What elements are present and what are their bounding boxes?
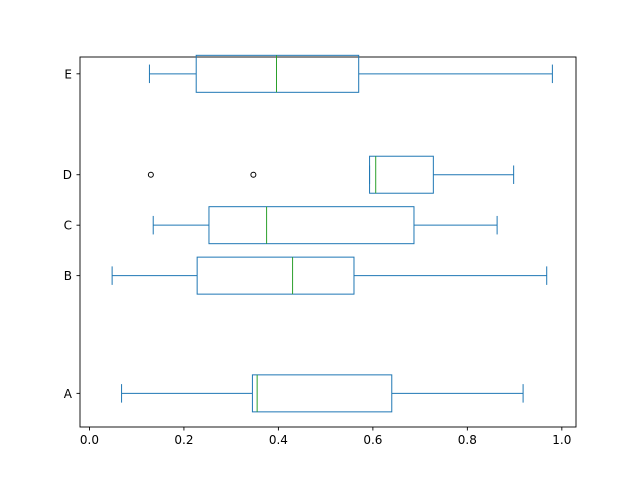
x-axis-ticks: 0.0 0.2 0.4 0.6 0.8 1.0	[80, 427, 571, 447]
box-iqr	[369, 155, 434, 194]
x-tick-label: 0.4	[269, 433, 288, 447]
box-iqr	[196, 256, 355, 295]
box-iqr	[195, 54, 360, 93]
box-series	[111, 54, 553, 413]
y-tick-label: A	[64, 387, 73, 401]
y-tick-label: D	[63, 168, 72, 182]
x-tick-label: 1.0	[552, 433, 571, 447]
box-plot-item	[152, 206, 498, 245]
outlier-marker	[250, 171, 257, 178]
axes-area: 0.0 0.2 0.4 0.6 0.8 1.0 A B C D E	[63, 54, 577, 447]
box-plot-item	[147, 155, 515, 194]
axes-spines	[79, 56, 577, 428]
x-tick-label: 0.0	[80, 433, 99, 447]
box-iqr	[208, 206, 415, 245]
axes-frame	[79, 56, 577, 428]
box-plot-item	[121, 374, 524, 413]
x-tick-label: 0.2	[174, 433, 193, 447]
y-tick-label: C	[64, 219, 72, 233]
y-axis-ticks: A B C D E	[63, 67, 80, 401]
axes-background	[80, 57, 576, 427]
y-tick-label: E	[64, 67, 72, 81]
box-iqr	[251, 374, 393, 413]
box-plot-item	[148, 54, 553, 93]
x-tick-label: 0.8	[458, 433, 477, 447]
y-tick-label: B	[64, 269, 72, 283]
x-tick-label: 0.6	[363, 433, 382, 447]
outlier-marker	[147, 171, 154, 178]
box-plot-item	[111, 256, 548, 295]
